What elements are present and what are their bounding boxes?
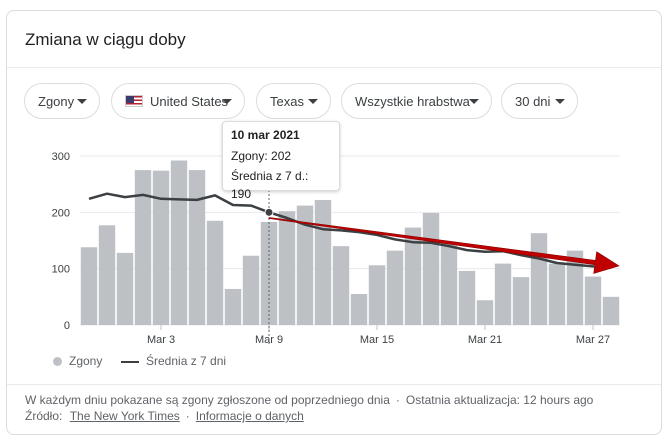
footer-note: W każdym dniu pokazane są zgony zgłoszon… (25, 393, 390, 407)
footer-info: W każdym dniu pokazane są zgony zgłoszon… (25, 393, 594, 407)
chart-bar (404, 227, 422, 325)
chart-bar (386, 250, 404, 325)
chart-bar (296, 205, 314, 325)
chart-bar (566, 250, 584, 325)
x-tick-label: Mar 27 (576, 334, 610, 346)
tooltip-deaths: Zgony: 202 (231, 149, 292, 163)
card-title: Zmiana w ciągu doby (25, 30, 186, 49)
chart-bar (368, 265, 386, 325)
chevron-down-icon (77, 99, 87, 104)
chart-bar (134, 170, 152, 325)
chart-bar (602, 296, 620, 325)
hover-marker (264, 207, 274, 217)
chart-tooltip: 10 mar 2021 Zgony: 202 Średnia z 7 d.: 1… (222, 121, 340, 201)
divider (7, 384, 661, 385)
chart-bar (332, 246, 350, 325)
chart-bar (476, 300, 494, 325)
chart-bar (242, 255, 260, 325)
y-tick-label: 300 (52, 151, 70, 163)
chart-bar (458, 270, 476, 325)
average-line (88, 192, 612, 269)
chart-card: Zmiana w ciągu doby Zgony United States … (6, 10, 662, 435)
country-dropdown[interactable]: United States (111, 83, 245, 119)
chart-bar (584, 276, 602, 325)
range-dropdown-label: 30 dni (515, 93, 551, 109)
chart-bar (278, 211, 296, 325)
chart-bar (206, 220, 224, 325)
metric-dropdown[interactable]: Zgony (24, 83, 100, 119)
chart-bar (440, 241, 458, 325)
x-tick-label: Mar 15 (360, 334, 394, 346)
chart-bar (224, 288, 242, 325)
footer-source: Źródło: The New York Times · Informacje o … (25, 409, 304, 423)
chart-bar (548, 263, 566, 325)
chart-bar (260, 221, 278, 325)
us-flag-icon (125, 95, 143, 107)
chart-bar (80, 247, 98, 325)
tooltip-average: Średnia z 7 d.: 190 (231, 169, 309, 201)
y-tick-label: 0 (64, 320, 70, 332)
legend-line-label: Średnia z 7 dni (146, 354, 227, 368)
chart-bar (350, 294, 368, 325)
footer-updated: Ostatnia aktualizacja: 12 hours ago (405, 393, 594, 407)
state-dropdown[interactable]: Texas (256, 83, 331, 119)
y-tick-label: 100 (52, 264, 70, 276)
chart-bar (314, 199, 332, 325)
chart-bar (170, 160, 188, 325)
range-dropdown[interactable]: 30 dni (501, 83, 578, 119)
trend-arrow (268, 217, 620, 274)
chevron-down-icon (469, 99, 479, 104)
tooltip-date: 10 mar 2021 (231, 128, 300, 142)
legend-bars-label: Zgony (69, 354, 103, 368)
chart-bar (422, 212, 440, 325)
chart-bar (188, 170, 206, 325)
legend-bar-swatch (53, 357, 62, 366)
chart-bar (512, 277, 530, 325)
x-tick-label: Mar 3 (147, 334, 175, 346)
x-tick-label: Mar 21 (468, 334, 502, 346)
chevron-down-icon (555, 99, 565, 104)
county-dropdown-label: Wszystkie hrabstwa (355, 93, 470, 109)
chart-bar (98, 225, 116, 325)
source-link[interactable]: The New York Times (69, 409, 180, 423)
country-dropdown-label: United States (150, 93, 229, 109)
chart-bar (530, 233, 548, 325)
chevron-down-icon (308, 99, 318, 104)
divider (7, 67, 661, 68)
chart-bar (494, 263, 512, 325)
state-dropdown-label: Texas (270, 93, 304, 109)
county-dropdown[interactable]: Wszystkie hrabstwa (341, 83, 492, 119)
source-prefix: Źródło: (25, 409, 63, 423)
data-info-link[interactable]: Informacje o danych (195, 409, 304, 423)
metric-dropdown-label: Zgony (38, 93, 75, 109)
y-tick-label: 200 (52, 207, 70, 219)
legend-line-swatch (121, 361, 139, 363)
chevron-down-icon (222, 99, 232, 104)
chart-bar (116, 252, 134, 325)
chart-bar (152, 170, 170, 325)
